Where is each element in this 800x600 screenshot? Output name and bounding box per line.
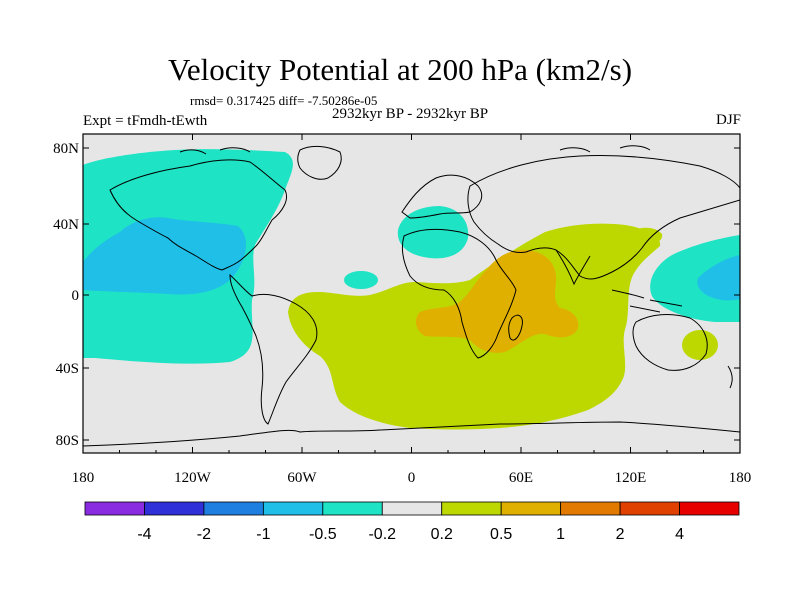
lon-label: 180 <box>72 470 95 486</box>
colorbar-label: -4 <box>137 526 151 543</box>
colorbar-label: -1 <box>256 526 270 543</box>
lat-label: 40N <box>53 217 79 233</box>
green-region-far-east <box>682 330 718 360</box>
colorbar-label: -0.5 <box>309 526 337 543</box>
coast-arctic-islands <box>179 145 651 155</box>
colorbar-label: 0.5 <box>490 526 512 543</box>
lat-label: 80N <box>53 141 79 157</box>
coast-madagascar <box>508 314 523 341</box>
colorbar: -4 -2 -1 -0.5 -0.2 0.2 0.5 1 2 4 <box>84 501 740 543</box>
colorbar-label: 0.2 <box>431 526 453 543</box>
lon-label: 180 <box>729 470 752 486</box>
orange-region-africa <box>415 249 579 353</box>
lat-label: 80S <box>56 433 79 449</box>
coast-north-america <box>109 159 287 271</box>
lon-label: 120E <box>615 470 647 486</box>
plot-subtitle: 2932kyr BP - 2932kyr BP <box>331 106 489 122</box>
cyan-region-pacific-east <box>650 235 740 322</box>
blue-region-pacific-west <box>83 217 246 295</box>
colorbar-swatch <box>679 501 740 516</box>
coast-australia <box>632 314 708 371</box>
colorbar-swatch <box>441 501 502 516</box>
colorbar-swatch <box>322 501 383 516</box>
lat-label: 0 <box>72 288 80 304</box>
cyan-region-mediterranean <box>397 206 469 259</box>
coast-asia <box>467 154 740 280</box>
coast-europe <box>401 174 483 219</box>
experiment-label: Expt = tFmdh-tEwth <box>83 113 208 129</box>
lon-label: 0 <box>408 470 416 486</box>
colorbar-swatch <box>84 501 145 516</box>
coast-africa <box>401 228 517 359</box>
colorbar-label: 1 <box>556 526 565 543</box>
colorbar-label: 4 <box>675 526 684 543</box>
stats-line: rmsd= 0.317425 diff= -7.50286e-05 <box>190 93 378 108</box>
coast-indonesia <box>611 289 683 313</box>
lon-label: 60E <box>509 470 533 486</box>
colorbar-swatch <box>144 501 205 516</box>
colorbar-swatch <box>560 501 621 516</box>
colorbar-label: -2 <box>197 526 211 543</box>
lat-label: 40S <box>56 361 79 377</box>
contour-fields <box>83 149 740 430</box>
colorbar-swatch <box>381 501 443 516</box>
lon-label: 60W <box>287 470 317 486</box>
coast-greenland <box>297 145 342 180</box>
colorbar-swatch <box>262 501 324 516</box>
map-axes: 80N 40N 0 40S 80S 180 120W 60W 0 60E 120E 180 <box>53 134 751 486</box>
blue-region-pacific-east <box>697 255 740 301</box>
coast-antarctica <box>83 421 740 447</box>
coast-south-america <box>229 273 318 425</box>
cyan-region-atlantic <box>344 271 378 289</box>
colorbar-swatch <box>619 501 680 516</box>
green-region-japan <box>628 227 663 247</box>
season-label: DJF <box>715 112 741 128</box>
colorbar-swatch <box>203 501 264 516</box>
colorbar-label: -0.2 <box>368 526 396 543</box>
lon-label: 120W <box>174 470 212 486</box>
coast-india <box>555 249 591 286</box>
coast-new-zealand <box>727 365 733 389</box>
colorbar-label: 2 <box>616 526 625 543</box>
plot-title: Velocity Potential at 200 hPa (km2/s) <box>167 52 633 87</box>
coastlines <box>83 145 740 447</box>
colorbar-swatch <box>500 501 562 516</box>
